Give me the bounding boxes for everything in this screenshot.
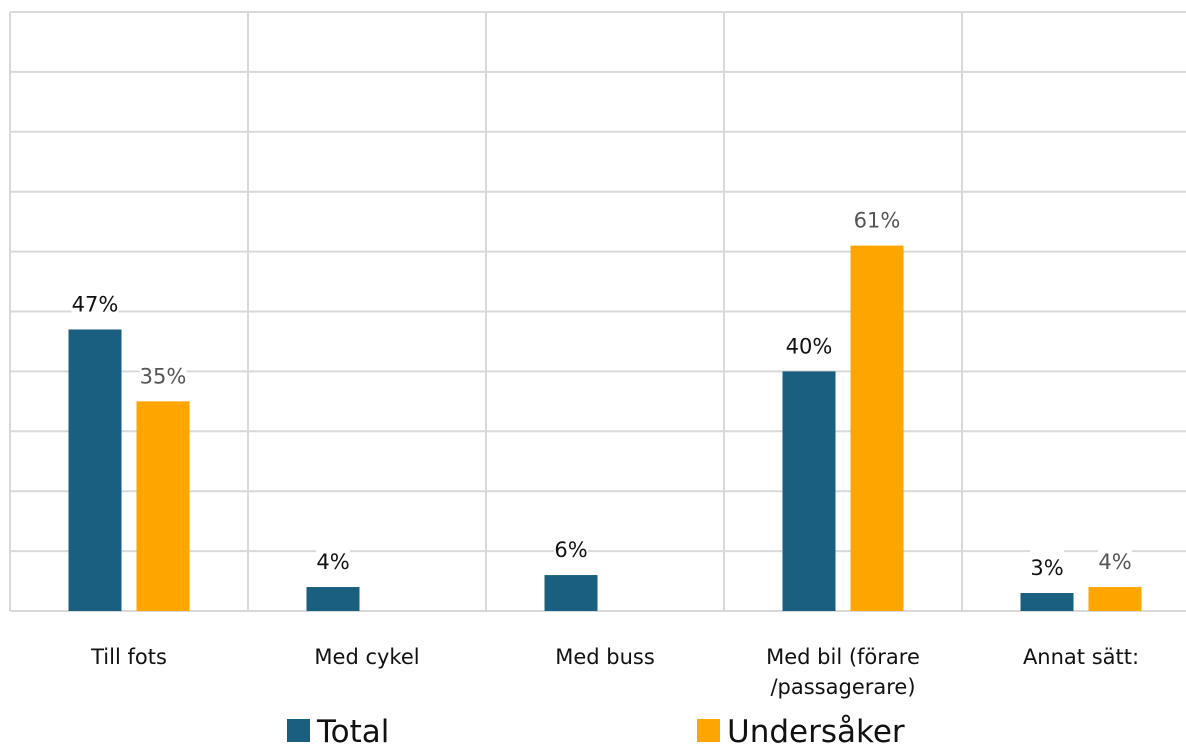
- bar: [850, 245, 904, 612]
- x-axis-labels: Till fots Med cykel Med buss Med bil (förar…: [90, 645, 1139, 699]
- bar: [306, 587, 360, 611]
- data-label: 6%: [554, 538, 587, 562]
- data-label: 47%: [72, 292, 119, 316]
- x-tick-label: Med buss: [555, 645, 655, 669]
- data-label: 4%: [316, 550, 349, 574]
- data-label-background: [785, 327, 833, 362]
- data-label-background: [1098, 543, 1132, 578]
- data-label: 3%: [1030, 556, 1063, 580]
- data-label: 40%: [786, 334, 833, 358]
- legend-swatch: [287, 719, 310, 742]
- data-label: 35%: [140, 364, 187, 388]
- x-tick-label: Annat sätt:: [1023, 645, 1139, 669]
- data-label-background: [316, 543, 350, 578]
- series-0: 47% 4% 6% 40% 3%: [68, 285, 1074, 611]
- x-tick-label: Med cykel: [314, 645, 419, 669]
- bar: [1020, 593, 1074, 611]
- x-tick-label: Med bil (förare: [766, 645, 920, 669]
- bar: [68, 329, 122, 611]
- bar: [782, 371, 836, 611]
- legend-label: Total: [316, 714, 389, 747]
- legend-label: Undersåker: [727, 714, 905, 747]
- data-label: 61%: [854, 209, 901, 233]
- data-label-background: [853, 201, 901, 236]
- series-1: 35% 61% 4%: [136, 201, 1142, 612]
- bar: [544, 575, 598, 611]
- data-label-background: [1030, 549, 1064, 584]
- data-label-background: [139, 357, 187, 392]
- x-tick-label: Till fots: [90, 645, 167, 669]
- bar: [1088, 587, 1142, 611]
- x-tick-label: /passagerare): [770, 675, 915, 699]
- data-label: 4%: [1098, 550, 1131, 574]
- legend-swatch: [697, 719, 720, 742]
- data-label-background: [554, 531, 588, 566]
- legend: Total Undersåker: [287, 714, 905, 747]
- data-label-background: [71, 285, 119, 320]
- gridlines: [9, 11, 1186, 612]
- bar: [136, 401, 190, 611]
